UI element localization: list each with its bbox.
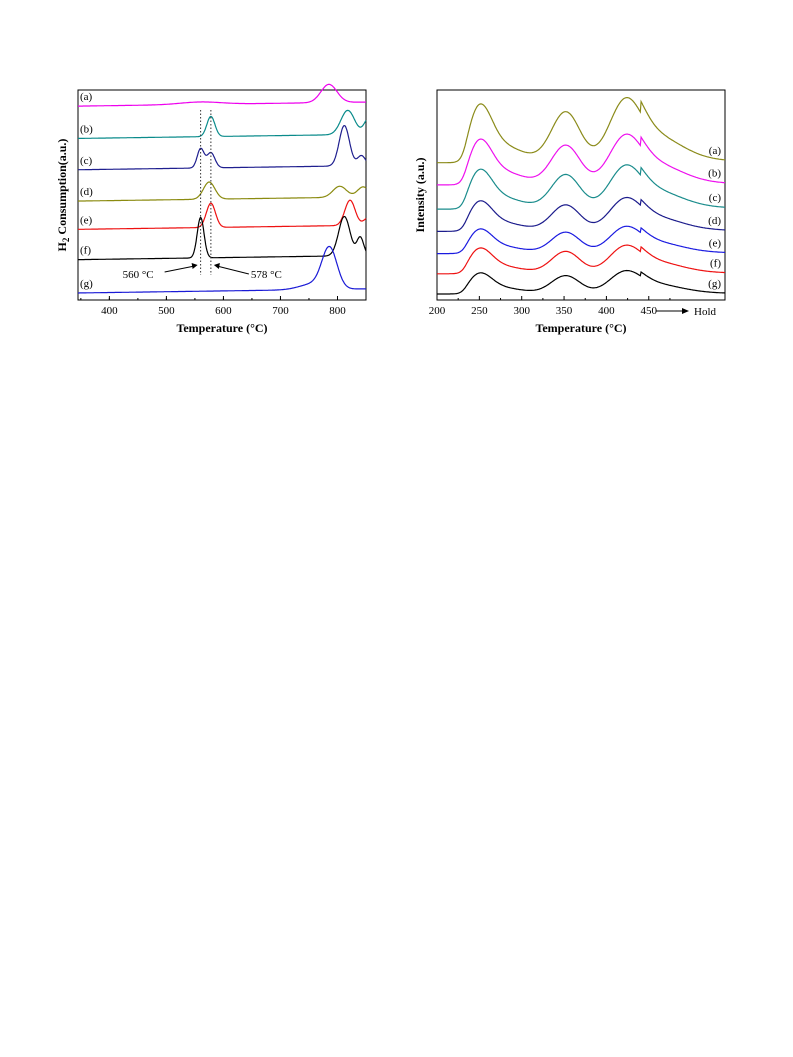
hold-label: Hold [694,306,717,318]
hold-arrow-head [682,308,689,314]
right-series-line [437,97,726,164]
right-curve-label: (g) [708,278,721,290]
left-curve-label: (c) [80,155,93,167]
right-x-tick-label: 350 [556,305,573,317]
right-curve-label: (c) [709,192,722,204]
right-curve-label: (e) [709,237,722,249]
right-x-axis-label: Temperature (°C) [535,321,626,335]
left-curves [77,83,367,294]
left-series-line [77,124,367,171]
left-curve-label: (e) [80,214,93,226]
right-x-tick-label: 250 [471,305,488,317]
right-series-line [437,133,726,186]
left-series-line [78,181,367,202]
left-x-tick-label: 500 [158,305,175,317]
annotation-560-arrowhead [191,263,198,269]
left-curve-label: (a) [80,91,93,103]
annotation-560-arrow [164,265,195,273]
annotation-578-arrowhead [213,263,220,269]
right-series-line [437,269,726,295]
right-x-tick-label: 400 [598,305,615,317]
hold-marker: Hold [656,306,717,318]
left-x-tick-label: 400 [101,305,118,317]
annotation-560: 560 °C [123,269,154,281]
right-x-ticks: 200 250 300 350 400 450 [429,296,671,317]
left-y-axis-label: H2 Consumption(a.u.) [55,139,71,252]
right-x-tick-label: 300 [513,305,530,317]
right-series-line [437,225,725,255]
left-curve-label: (b) [80,123,93,135]
right-series-line [437,244,725,275]
right-curve-label: (f) [710,258,721,270]
left-x-tick-label: 600 [215,305,232,317]
annotation-578-arrow [216,265,250,275]
right-series-line [437,196,725,232]
left-curve-labels: (a) (b) (c) (d) (e) (f) (g) [80,91,93,290]
right-curve-label: (d) [708,215,721,227]
left-x-axis-label: Temperature (°C) [176,321,267,335]
left-x-tick-label: 700 [272,305,289,317]
right-curve-label: (a) [709,145,722,157]
left-series-line [78,215,367,261]
left-curve-label: (f) [80,245,91,257]
left-series-line [78,245,366,294]
right-x-tick-label: 450 [641,305,658,317]
left-x-tick-label: 800 [329,305,346,317]
left-series-line [78,83,366,107]
right-plot-frame [436,89,726,301]
right-curves [437,97,726,295]
left-x-ticks: 400 500 600 700 800 [80,296,367,317]
annotation-578: 578 °C [251,269,282,281]
left-series-line [78,199,367,230]
right-series-line [437,164,725,210]
left-annotations: 560 °C 578 °C [123,263,282,281]
right-x-tick-label: 200 [429,305,446,317]
left-curve-label: (g) [80,278,93,290]
left-series-line [78,109,367,139]
left-panel: 400 500 600 700 800 Temperature (°C) H2 Cons… [55,83,367,335]
right-y-axis-label: Intensity (a.u.) [413,157,427,232]
right-curve-labels: (a) (b) (c) (d) (e) (f) (g) [708,145,721,290]
left-curve-label: (d) [80,186,93,198]
right-curve-label: (b) [708,168,721,180]
left-plot-frame [77,89,367,301]
right-panel: 200 250 300 350 400 450 Temperature (°C) Inte… [413,89,726,335]
